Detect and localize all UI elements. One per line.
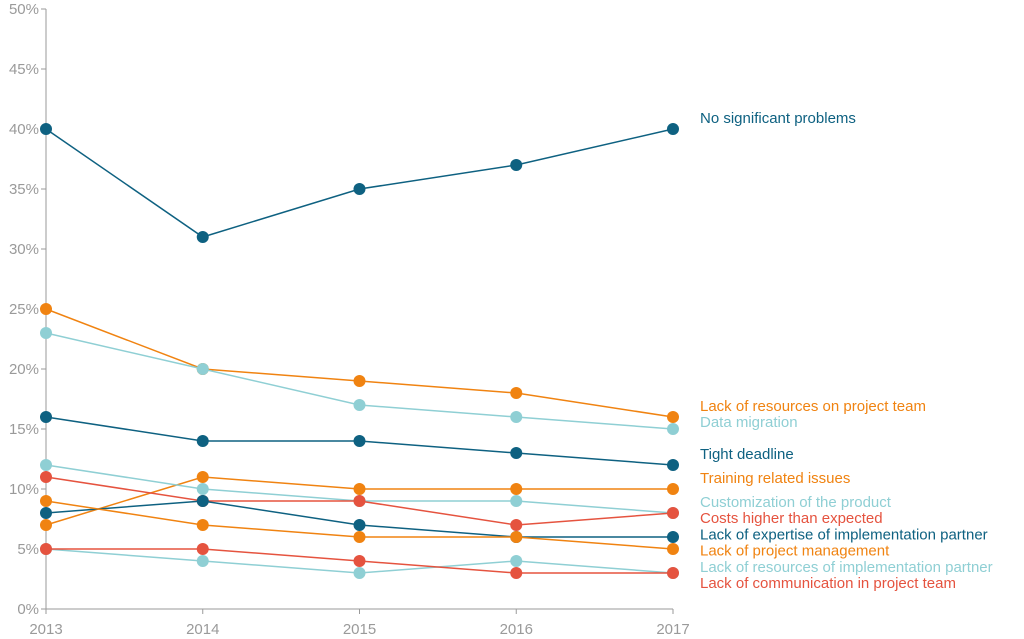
series-layer	[40, 123, 679, 579]
x-tick-label: 2017	[656, 621, 689, 638]
x-tick-label: 2013	[29, 621, 62, 638]
data-point	[667, 507, 679, 519]
data-point	[667, 567, 679, 579]
series-label: Lack of communication in project team	[700, 575, 956, 592]
data-point	[510, 567, 523, 579]
data-point	[353, 567, 366, 579]
data-point	[510, 387, 523, 399]
x-tick-label: 2014	[186, 621, 219, 638]
data-point	[196, 363, 209, 375]
y-tick-label: 5%	[17, 541, 39, 558]
series-label: Data migration	[700, 414, 798, 431]
series-label: No significant problems	[700, 110, 856, 127]
data-point	[196, 555, 209, 567]
y-tick-label: 50%	[9, 1, 39, 18]
data-point	[667, 123, 679, 135]
data-point	[196, 471, 209, 483]
data-point	[196, 543, 209, 555]
data-point	[40, 327, 52, 339]
data-point	[510, 531, 523, 543]
series-10	[40, 543, 679, 579]
x-tick-label: 2015	[343, 621, 376, 638]
data-point	[667, 531, 679, 543]
data-point	[510, 495, 523, 507]
data-point	[353, 495, 366, 507]
data-point	[667, 411, 679, 423]
data-point	[40, 459, 52, 471]
y-tick-label: 20%	[9, 361, 39, 378]
y-tick-label: 0%	[17, 601, 39, 618]
data-point	[510, 447, 523, 459]
data-point	[196, 435, 209, 447]
y-tick-label: 15%	[9, 421, 39, 438]
data-point	[353, 483, 366, 495]
y-tick-label: 10%	[9, 481, 39, 498]
y-tick-label: 45%	[9, 61, 39, 78]
y-tick-label: 25%	[9, 301, 39, 318]
data-point	[40, 543, 52, 555]
data-point	[510, 159, 523, 171]
data-point	[667, 459, 679, 471]
data-point	[353, 519, 366, 531]
data-point	[40, 471, 52, 483]
series-label: Tight deadline	[700, 446, 794, 463]
data-point	[667, 483, 679, 495]
series-0	[40, 123, 679, 243]
series-8	[40, 495, 679, 555]
y-tick-label: 35%	[9, 181, 39, 198]
data-point	[40, 303, 52, 315]
data-point	[196, 231, 209, 243]
series-label: Training related issues	[700, 470, 850, 487]
data-point	[40, 123, 52, 135]
series-label: Customization of the product	[700, 494, 892, 511]
data-point	[40, 519, 52, 531]
series-label: Lack of resources on project team	[700, 398, 926, 415]
data-point	[196, 495, 209, 507]
data-point	[353, 183, 366, 195]
data-point	[353, 435, 366, 447]
data-point	[40, 507, 52, 519]
series-3	[40, 411, 679, 471]
series-2	[40, 327, 679, 435]
series-label: Lack of expertise of implementation part…	[700, 526, 988, 543]
data-point	[353, 531, 366, 543]
series-label: Lack of project management	[700, 543, 890, 560]
data-point	[196, 519, 209, 531]
y-tick-label: 30%	[9, 241, 39, 258]
data-point	[510, 411, 523, 423]
data-point	[510, 555, 523, 567]
series-label: Lack of resources of implementation part…	[700, 559, 993, 576]
data-point	[510, 483, 523, 495]
data-point	[353, 555, 366, 567]
data-point	[40, 495, 52, 507]
series-label: Costs higher than expected	[700, 510, 883, 527]
data-point	[196, 483, 209, 495]
data-point	[40, 411, 52, 423]
chart-axes: 0% 5% 10% 15% 20% 25% 30% 35% 40% 45% 50% 2013 2014 2…	[9, 1, 690, 638]
data-point	[667, 423, 679, 435]
data-point	[353, 375, 366, 387]
y-tick-label: 40%	[9, 121, 39, 138]
series-labels: No significant problems Lack of resources…	[700, 110, 993, 592]
data-point	[353, 399, 366, 411]
x-tick-label: 2016	[500, 621, 533, 638]
data-point	[510, 519, 523, 531]
data-point	[667, 543, 679, 555]
